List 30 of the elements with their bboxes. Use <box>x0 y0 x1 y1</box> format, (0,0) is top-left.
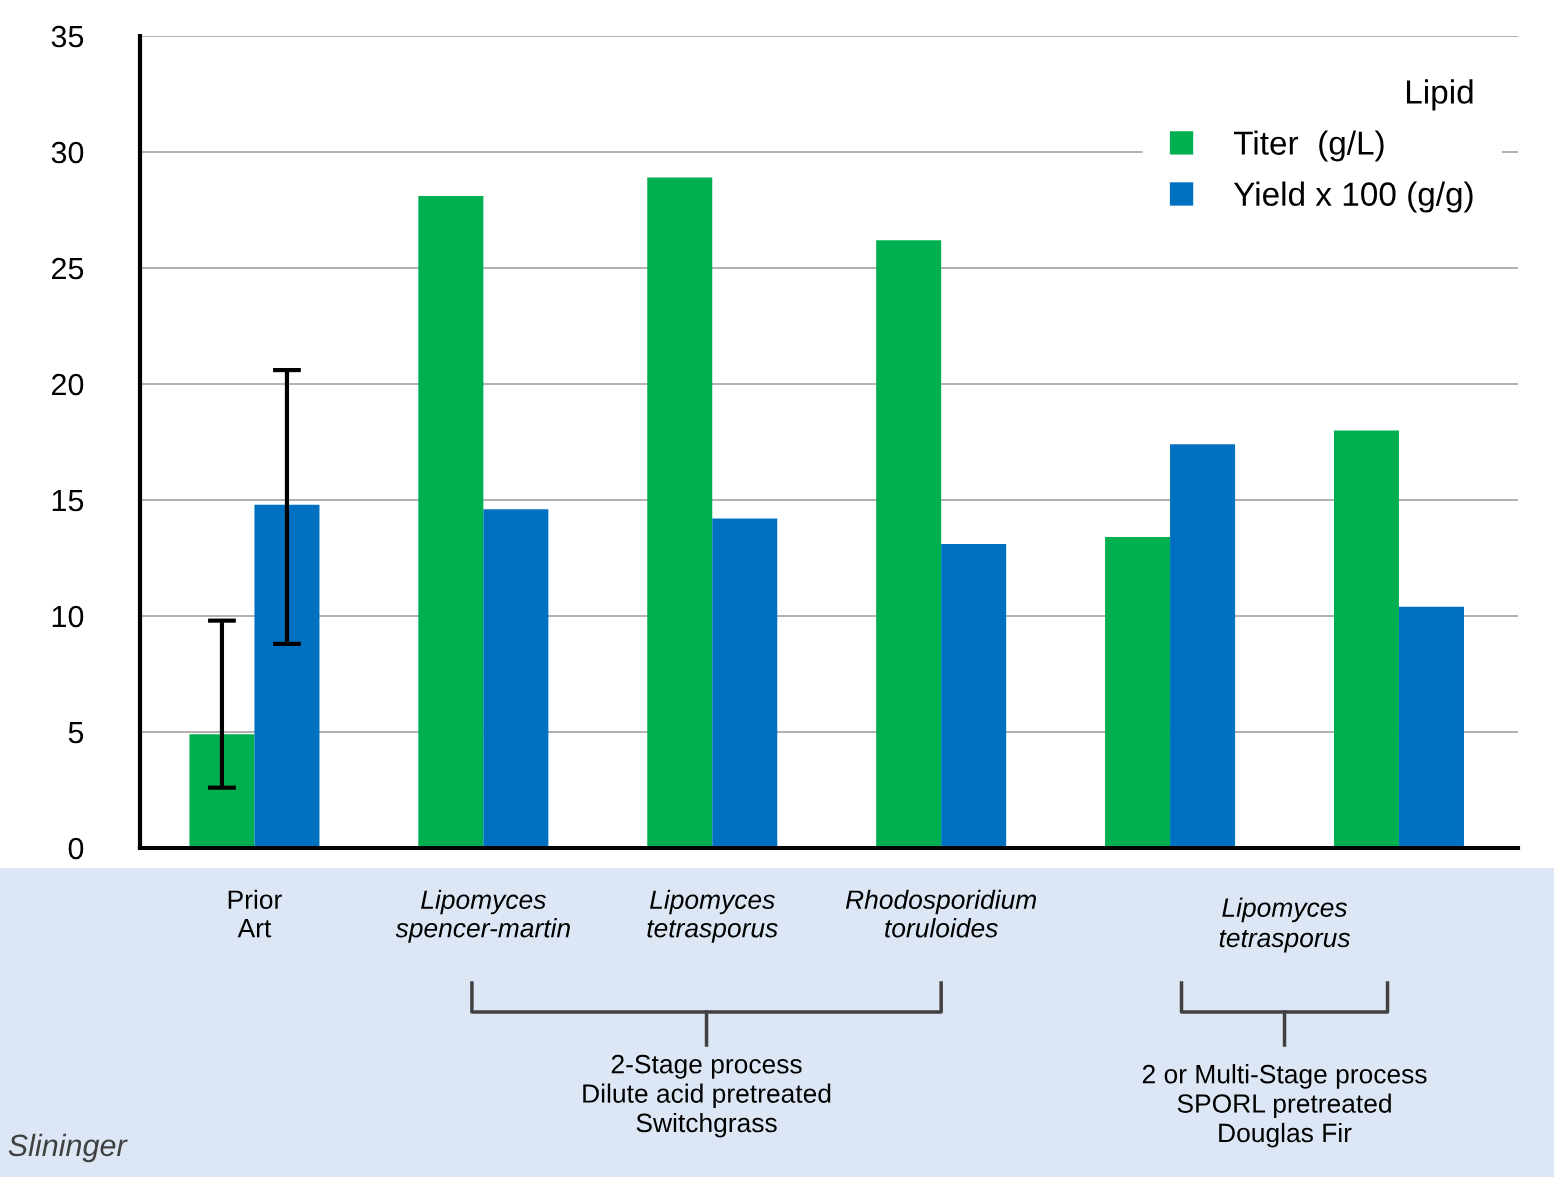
x-tick-label: Prior Art <box>228 889 282 938</box>
legend-title: Lipid <box>1406 79 1473 111</box>
y-tick-label: 15 <box>52 490 84 512</box>
y-tick-label: 25 <box>52 257 84 280</box>
y-tick-label: 20 <box>52 373 84 396</box>
legend-label: Yield x 100 (g/g) <box>1233 181 1473 213</box>
text: Slininger <box>8 1133 128 1163</box>
bar <box>1105 537 1171 848</box>
bar <box>189 734 255 848</box>
x-tick-label: Lipomyces tetrasporus <box>647 889 778 943</box>
y-tick-label: 10 <box>52 605 84 628</box>
bar <box>418 196 484 848</box>
y-tick-label: 35 <box>51 25 84 48</box>
legend-label: Titer (g/L) <box>1233 130 1384 162</box>
x-tick-label: Lipomyces spencer-martin <box>395 889 570 943</box>
text: 2-Stage process Dilute acid pretreated Switchgrass <box>583 1054 831 1138</box>
bar <box>941 544 1007 848</box>
y-tick-label: 0 <box>68 837 84 860</box>
bar <box>254 504 320 848</box>
y-tick-label: 5 <box>68 722 84 744</box>
x-tick-label: Rhodosporidium toruloides <box>845 889 1037 938</box>
bar <box>483 509 549 848</box>
bar <box>647 177 713 848</box>
bar <box>876 240 942 848</box>
bar <box>1333 430 1399 848</box>
y-tick-label: 30 <box>51 141 84 164</box>
bar <box>1398 606 1464 848</box>
text: 2 or Multi-Stage process SPORL pretreated Douglas Fir <box>1142 1064 1427 1148</box>
bar <box>1170 444 1236 848</box>
bar <box>712 518 778 848</box>
